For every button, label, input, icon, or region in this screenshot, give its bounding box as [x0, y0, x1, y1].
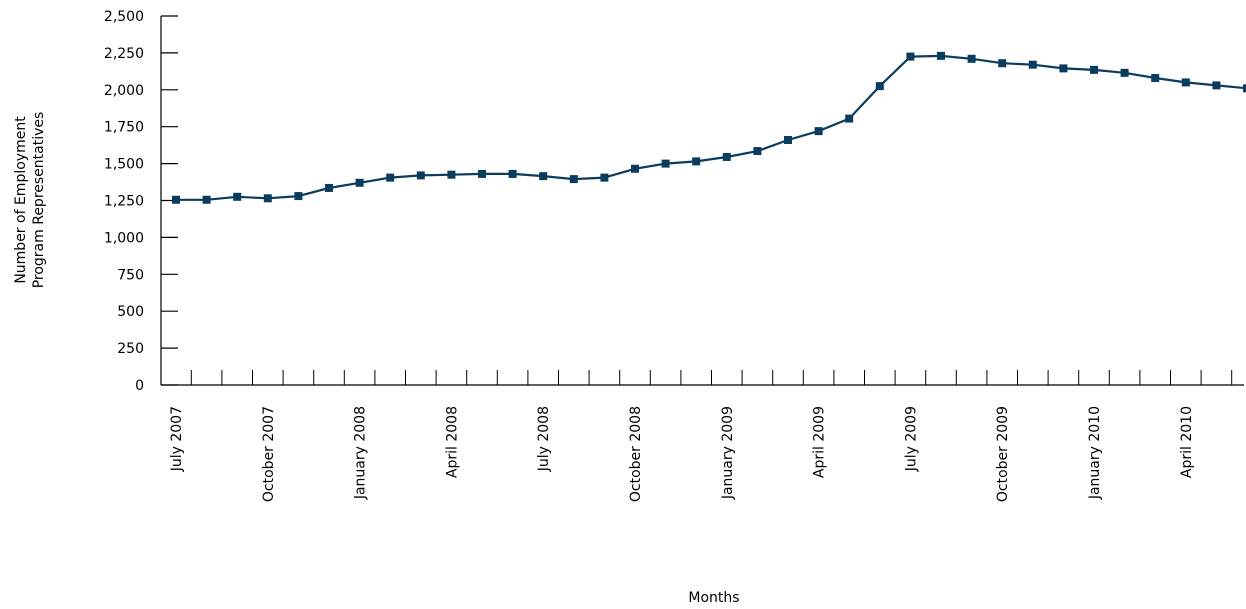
x-tick-label: January 2009 — [720, 406, 736, 500]
y-tick-label: 1,750 — [104, 120, 144, 136]
x-tick-label: July 2007 — [169, 406, 185, 472]
data-point-marker — [998, 59, 1007, 68]
data-point-marker — [508, 169, 517, 178]
data-point-marker — [600, 173, 609, 182]
y-tick-label: 1,000 — [104, 230, 144, 246]
y-tick-label: 0 — [135, 378, 144, 394]
data-point-marker — [1212, 81, 1221, 90]
y-tick-label: 2,000 — [104, 83, 144, 99]
x-tick-label: October 2007 — [261, 406, 277, 502]
data-point-marker — [569, 175, 578, 184]
y-axis-title-line-1: Number of Employment — [13, 116, 29, 284]
y-axis: 0 250 500 750 1,000 1,250 1,500 1,750 2,000 2,250… — [104, 9, 178, 394]
x-tick-label: October 2009 — [995, 406, 1011, 502]
x-tick-label: April 2010 — [1179, 406, 1195, 478]
data-point-marker — [416, 171, 425, 180]
data-point-marker — [1059, 64, 1068, 73]
data-point-marker — [875, 82, 884, 91]
y-tick-label: 2,500 — [104, 9, 144, 25]
data-point-marker — [172, 195, 180, 204]
data-point-marker — [294, 192, 303, 201]
data-point-marker — [1151, 73, 1160, 82]
data-point-marker — [539, 172, 548, 181]
data-point-marker — [325, 183, 333, 192]
x-tick-label: July 2009 — [903, 406, 919, 472]
data-point-marker — [447, 170, 456, 179]
x-tick-label: April 2009 — [812, 406, 828, 478]
data-point-marker — [1243, 84, 1246, 93]
data-point-marker — [692, 157, 701, 166]
data-point-marker — [784, 135, 792, 144]
data-point-marker — [753, 147, 762, 156]
data-point-marker — [631, 164, 639, 173]
data-point-marker — [814, 127, 823, 136]
y-tick-label: 1,500 — [104, 157, 144, 173]
data-point-marker — [263, 194, 272, 203]
data-point-marker — [722, 152, 731, 161]
data-point-marker — [937, 51, 945, 60]
x-tick-label: January 2008 — [353, 406, 369, 500]
y-tick-label: 1,250 — [104, 194, 144, 210]
y-tick-label: 750 — [117, 267, 144, 283]
data-point-marker — [355, 178, 364, 187]
data-point-marker — [906, 52, 915, 61]
data-point-marker — [967, 54, 976, 63]
data-point-marker — [661, 159, 670, 168]
y-tick-label: 250 — [117, 341, 144, 357]
x-tick-label: October 2008 — [628, 406, 644, 502]
y-tick-label: 500 — [117, 304, 144, 320]
x-tick-label: January 2010 — [1087, 406, 1103, 500]
y-axis-title-line-2: Program Representatives — [31, 112, 47, 289]
y-tick-label: 2,250 — [104, 46, 144, 62]
series-layer — [172, 51, 1246, 204]
data-point-marker — [386, 173, 395, 182]
x-axis: July 2007 October 2007 January 2008 April 2… — [161, 370, 1244, 502]
data-point-marker — [1120, 68, 1129, 77]
data-point-marker — [233, 192, 242, 201]
data-point-marker — [1090, 65, 1098, 74]
x-tick-label: April 2008 — [444, 406, 460, 478]
data-point-marker — [478, 169, 486, 178]
data-point-marker — [845, 114, 854, 123]
data-point-marker — [202, 195, 211, 204]
data-point-marker — [1028, 60, 1037, 69]
data-point-marker — [1181, 78, 1190, 87]
x-axis-title: Months — [688, 590, 739, 606]
series-line — [176, 54, 1246, 201]
x-tick-label: July 2008 — [536, 406, 552, 472]
